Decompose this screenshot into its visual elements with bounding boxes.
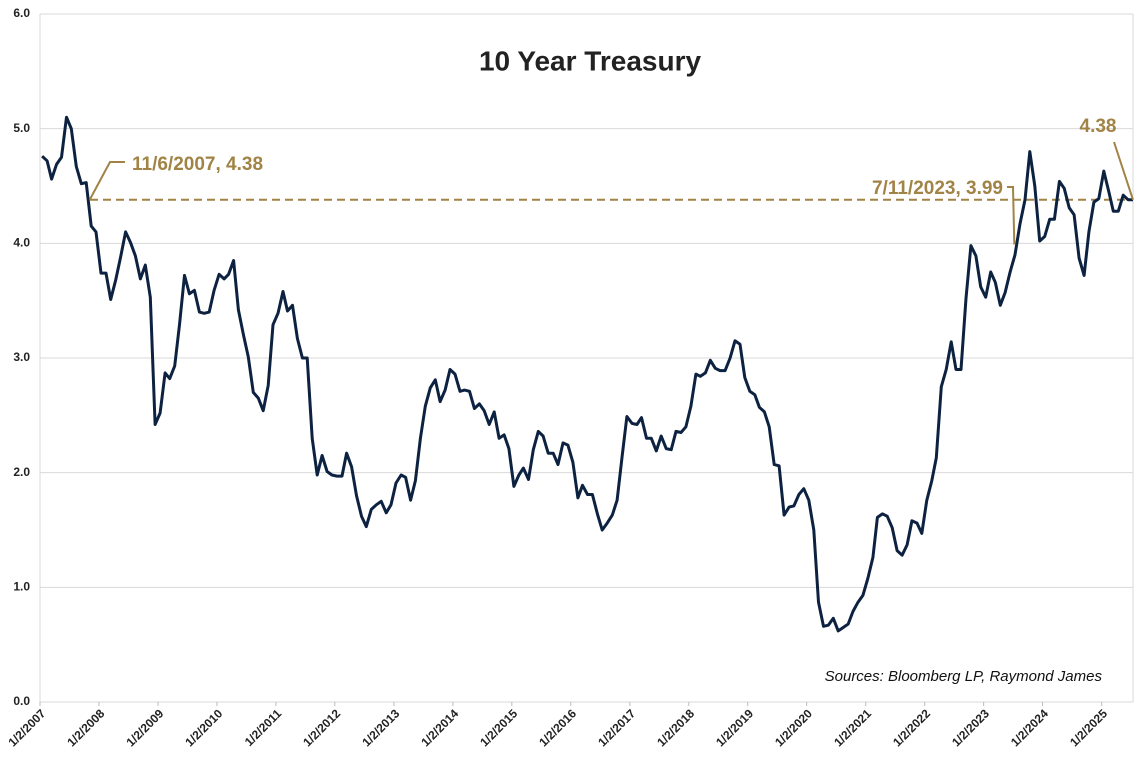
y-tick-label: 4.0 xyxy=(13,236,30,250)
x-tick-label: 1/2/2022 xyxy=(890,706,933,749)
x-tick-label: 1/2/2021 xyxy=(831,706,874,749)
x-tick-label: 1/2/2017 xyxy=(595,706,638,749)
x-tick-label: 1/2/2012 xyxy=(300,706,343,749)
y-tick-label: 1.0 xyxy=(13,580,30,594)
annotation-label: 11/6/2007, 4.38 xyxy=(132,154,263,175)
x-tick-label: 1/2/2018 xyxy=(654,706,697,749)
x-tick-label: 1/2/2016 xyxy=(536,706,579,749)
chart-title: 10 Year Treasury xyxy=(479,45,702,76)
annotation-label: 7/11/2023, 3.99 xyxy=(872,178,1003,199)
x-tick-label: 1/2/2024 xyxy=(1008,706,1051,749)
annotation-leader xyxy=(1113,141,1134,201)
data-line xyxy=(41,115,1133,633)
x-tick-label: 1/2/2015 xyxy=(477,706,520,749)
x-tick-label: 1/2/2014 xyxy=(418,706,461,749)
x-tick-label: 1/2/2007 xyxy=(5,706,48,749)
x-tick-label: 1/2/2023 xyxy=(949,706,992,749)
x-tick-label: 1/2/2008 xyxy=(64,706,107,749)
y-tick-label: 5.0 xyxy=(13,121,30,135)
annotation-leader xyxy=(1007,186,1016,245)
x-tick-label: 1/2/2020 xyxy=(772,706,815,749)
source-note: Sources: Bloomberg LP, Raymond James xyxy=(825,668,1103,685)
x-tick-label: 1/2/2009 xyxy=(123,706,166,749)
x-tick-label: 1/2/2010 xyxy=(182,706,225,749)
x-tick-label: 1/2/2025 xyxy=(1067,706,1110,749)
x-tick-label: 1/2/2011 xyxy=(242,706,285,749)
x-tick-label: 1/2/2019 xyxy=(713,706,756,749)
annotation-label: 4.38 xyxy=(1080,116,1117,137)
y-tick-label: 6.0 xyxy=(13,6,30,20)
annotation-leader xyxy=(88,161,125,201)
y-tick-label: 0.0 xyxy=(13,694,30,708)
x-tick-label: 1/2/2013 xyxy=(359,706,402,749)
y-tick-label: 2.0 xyxy=(13,465,30,479)
y-tick-label: 3.0 xyxy=(13,350,30,364)
